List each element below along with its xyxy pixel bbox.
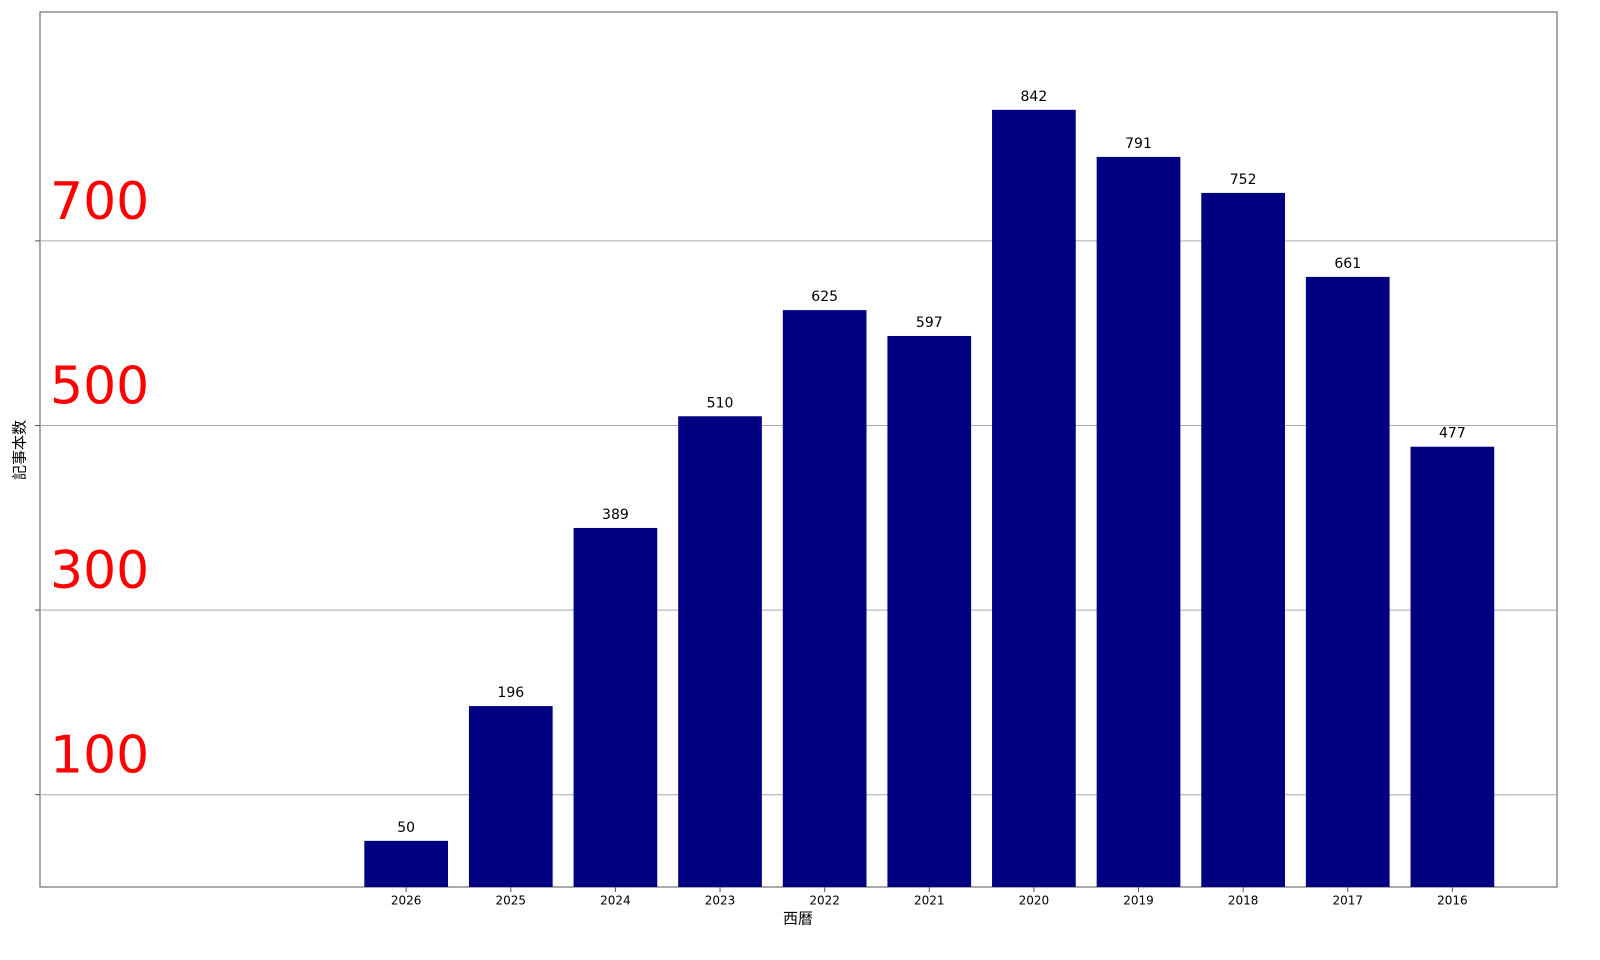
bar — [468, 706, 553, 887]
value-label: 842 — [1021, 89, 1048, 105]
bar — [782, 310, 867, 887]
x-axis-label: 西暦 — [783, 910, 813, 928]
bar — [992, 109, 1076, 888]
x-tick-label: 2016 — [1437, 894, 1468, 908]
bar — [573, 527, 658, 887]
y-tick-label: 700 — [50, 172, 149, 232]
value-label: 791 — [1125, 136, 1152, 152]
x-tick-label: 2024 — [600, 894, 631, 908]
x-tick-label: 2017 — [1332, 894, 1363, 908]
bar — [1201, 192, 1285, 887]
value-label: 389 — [602, 507, 629, 523]
bar — [678, 416, 762, 887]
value-label: 752 — [1230, 172, 1257, 188]
y-tick-label: 100 — [50, 726, 149, 786]
x-tick-label: 2021 — [914, 894, 945, 908]
y-tick-label: 500 — [50, 357, 149, 417]
x-tick-label: 2019 — [1123, 894, 1154, 908]
value-label: 477 — [1439, 426, 1466, 442]
bar — [887, 335, 972, 887]
x-tick-label: 2020 — [1019, 894, 1050, 908]
bar — [1410, 446, 1495, 887]
value-label: 661 — [1334, 256, 1361, 272]
value-label: 625 — [811, 289, 838, 305]
bar — [364, 840, 449, 887]
bar — [1096, 156, 1181, 887]
x-tick-label: 2022 — [809, 894, 840, 908]
x-tick-label: 2025 — [496, 894, 527, 908]
x-tick-label: 2018 — [1228, 894, 1259, 908]
value-label: 597 — [916, 315, 943, 331]
value-label: 510 — [707, 395, 734, 411]
y-axis-label: 記事本数 — [11, 420, 29, 480]
value-label: 196 — [497, 685, 524, 701]
y-tick-label: 300 — [50, 541, 149, 601]
x-tick-label: 2026 — [391, 894, 422, 908]
bar — [1305, 276, 1390, 887]
value-label: 50 — [397, 820, 415, 836]
x-tick-label: 2023 — [705, 894, 736, 908]
